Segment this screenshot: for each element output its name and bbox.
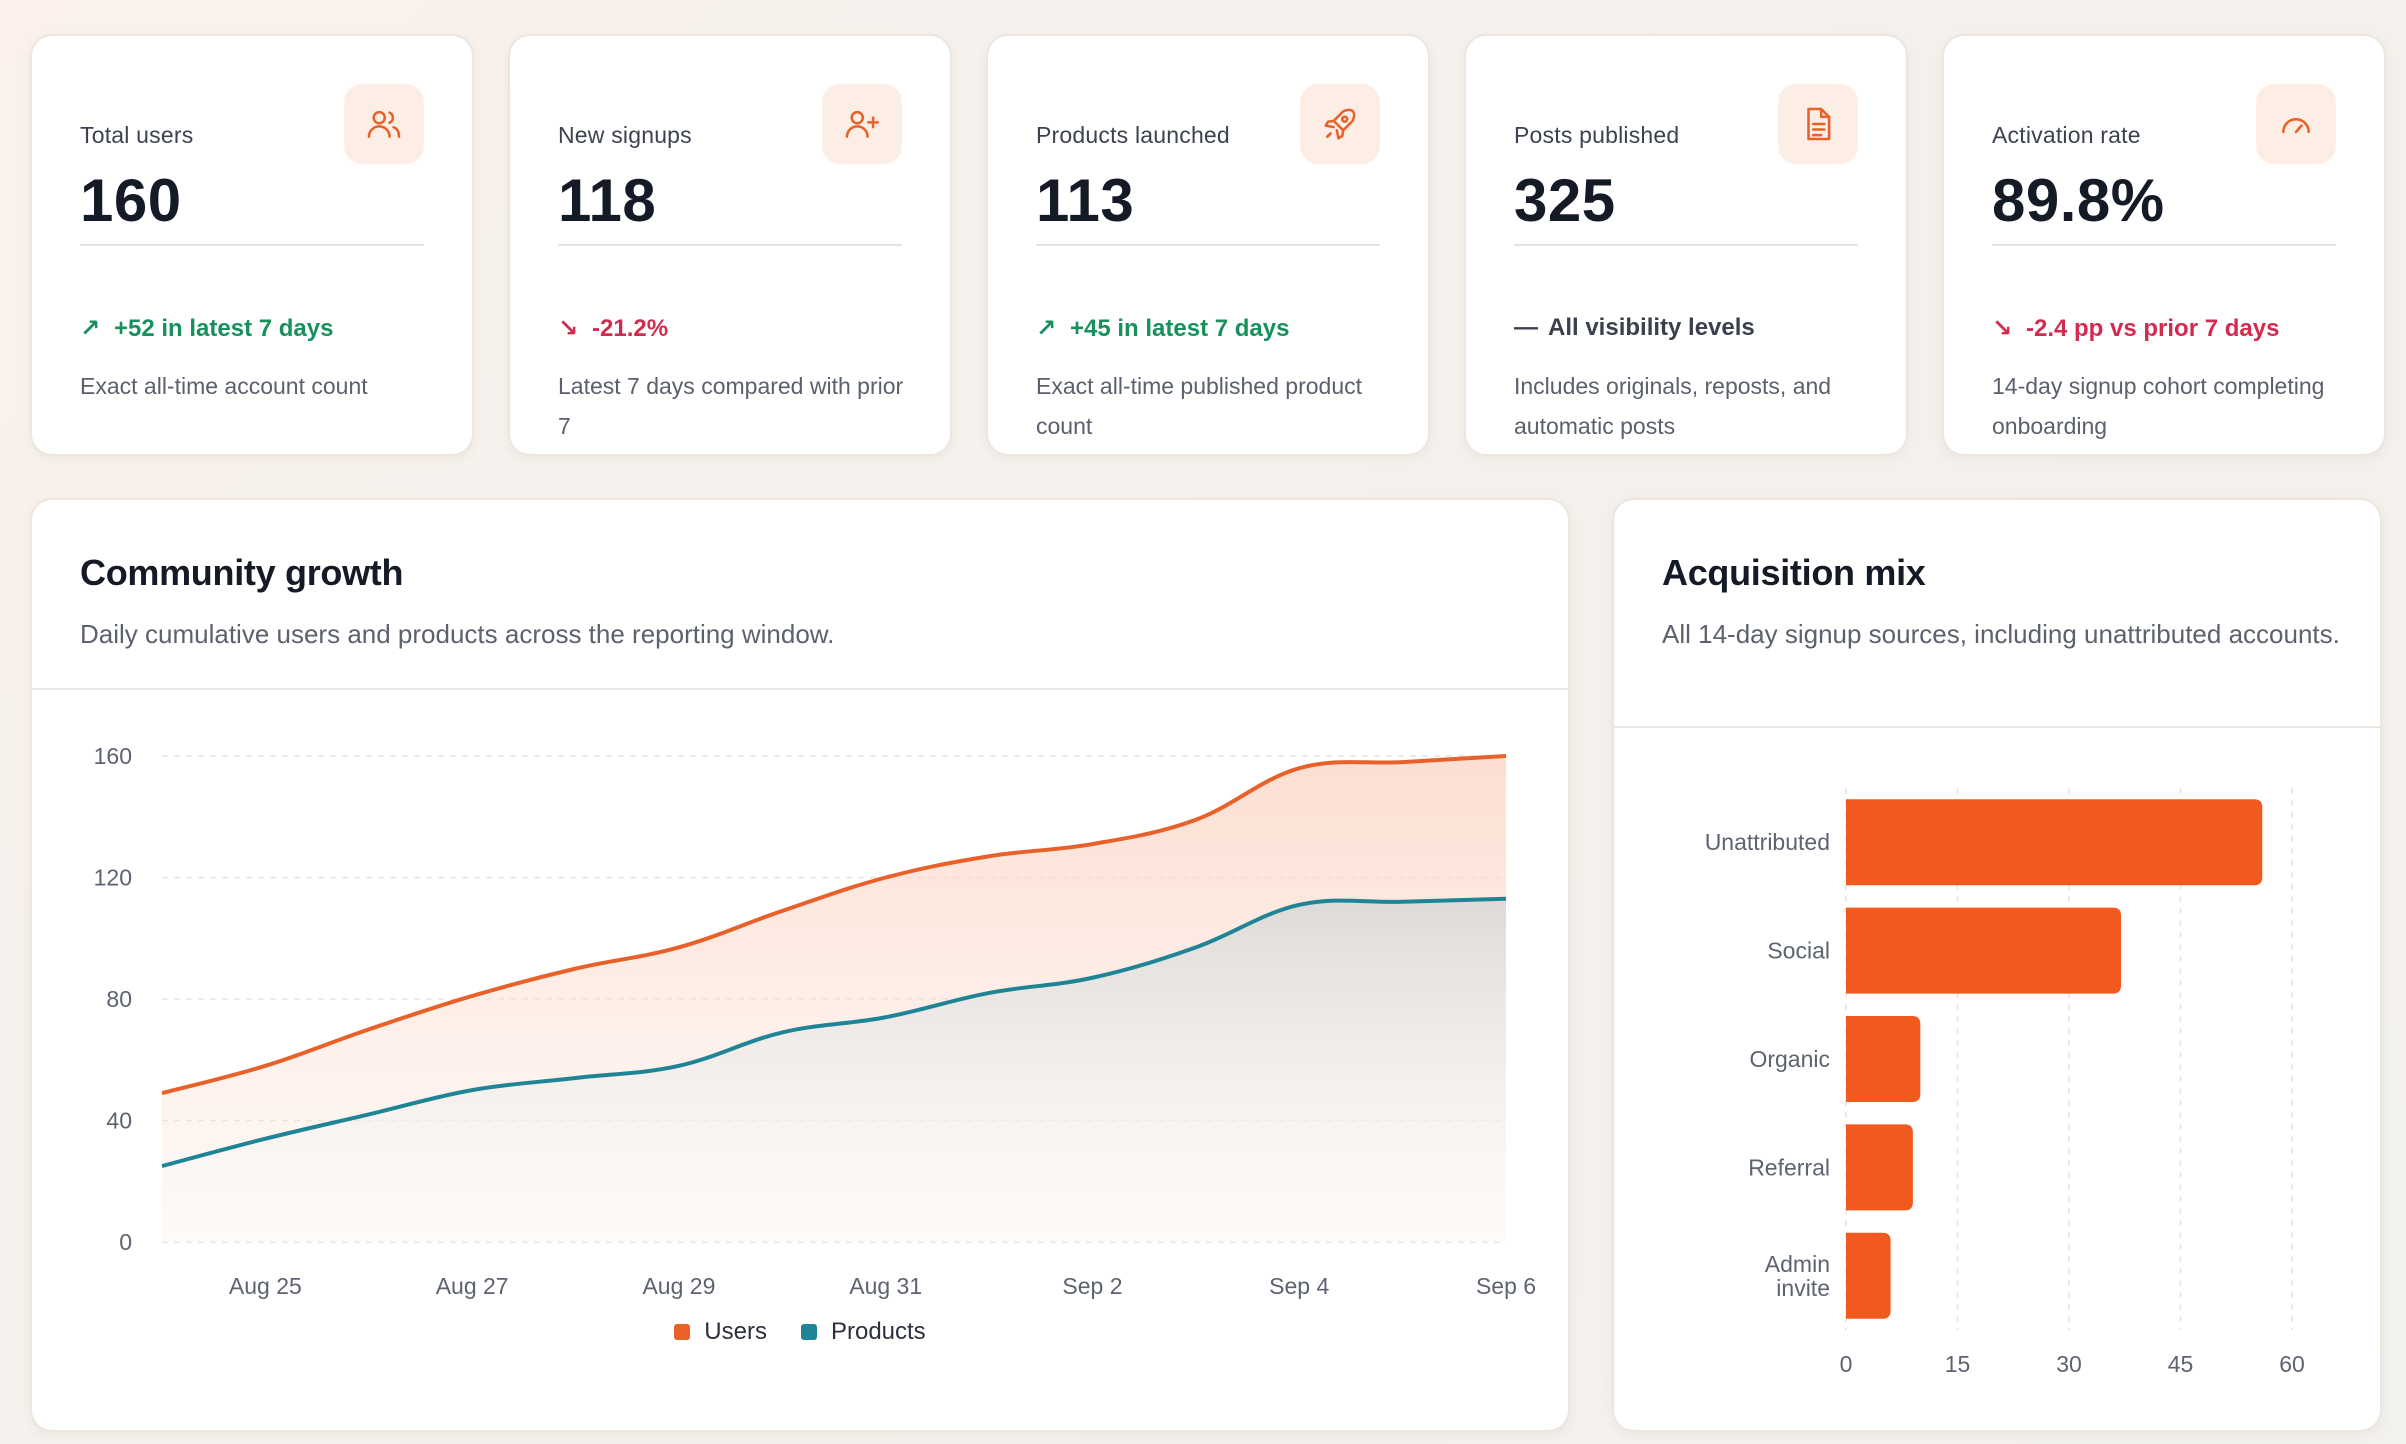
x-tick-label: Sep 2 bbox=[1062, 1273, 1122, 1299]
kpi-delta-text: +52 in latest 7 days bbox=[114, 314, 334, 342]
panel-title: Acquisition mix bbox=[1662, 552, 1926, 593]
x-tick-label: 0 bbox=[1840, 1351, 1853, 1377]
kpi-delta-text: -21.2% bbox=[592, 314, 669, 342]
kpi-card: Activation rate 89.8% ↘ -2.4 pp vs prior… bbox=[1942, 34, 2386, 456]
kpi-divider bbox=[1036, 244, 1380, 246]
kpi-delta-text: +45 in latest 7 days bbox=[1070, 314, 1290, 342]
trend-up-icon: ↗ bbox=[1036, 315, 1057, 342]
kpi-card: New signups 118 ↘ -21.2% Latest 7 days c… bbox=[508, 34, 952, 456]
panel-subtitle: Daily cumulative users and products acro… bbox=[80, 619, 835, 649]
kpi-delta: ↘ -21.2% bbox=[558, 314, 668, 343]
kpi-delta: ↘ -2.4 pp vs prior 7 days bbox=[1992, 314, 2279, 343]
legend-item-users[interactable]: Users bbox=[674, 1318, 767, 1346]
kpi-value: 160 bbox=[80, 167, 182, 234]
bar[interactable] bbox=[1846, 1232, 1891, 1319]
legend-label: Products bbox=[830, 1318, 926, 1345]
kpi-title: Activation rate bbox=[1992, 122, 2141, 148]
user-plus-icon bbox=[822, 84, 902, 164]
products-area bbox=[162, 898, 1506, 1242]
trend-down-icon: ↘ bbox=[1992, 315, 2013, 342]
panel-divider bbox=[32, 688, 1568, 690]
kpi-delta-text: All visibility levels bbox=[1548, 314, 1755, 341]
kpi-card: Posts published 325 — All visibility lev… bbox=[1464, 34, 1908, 456]
growth-chart: 0 40 80 120 160 Aug 25 Aug 27 Aug 29 Aug 31 Sep 2… bbox=[94, 743, 1536, 1299]
x-tick-label: Aug 31 bbox=[849, 1273, 922, 1299]
category-label: Referral bbox=[1748, 1154, 1830, 1180]
y-tick-label: 160 bbox=[94, 743, 132, 769]
kpi-note: 14-day signup cohort completing onboardi… bbox=[1992, 373, 2325, 439]
kpi-title: New signups bbox=[558, 122, 692, 148]
x-tick-label: Sep 6 bbox=[1476, 1273, 1536, 1299]
legend-item-products[interactable]: Products bbox=[800, 1318, 926, 1346]
kpi-delta: ↗ +45 in latest 7 days bbox=[1036, 314, 1289, 343]
trend-down-icon: ↘ bbox=[558, 315, 579, 342]
kpi-delta-text: -2.4 pp vs prior 7 days bbox=[2026, 314, 2280, 342]
kpi-value: 89.8% bbox=[1992, 167, 2165, 234]
products-line[interactable] bbox=[161, 896, 1507, 1168]
bar[interactable] bbox=[1846, 1124, 1913, 1211]
x-tick-label: Sep 4 bbox=[1269, 1273, 1329, 1299]
panel-divider bbox=[1614, 726, 2380, 728]
acquisition-mix-panel: Acquisition mix All 14-day signup source… bbox=[1612, 498, 2382, 1432]
kpi-value: 118 bbox=[558, 167, 657, 234]
kpi-divider bbox=[1992, 244, 2336, 246]
legend-label: Users bbox=[704, 1318, 767, 1345]
y-tick-label: 120 bbox=[94, 865, 132, 891]
y-tick-label: 80 bbox=[106, 986, 132, 1012]
rocket-icon bbox=[1300, 84, 1380, 164]
x-tick-label: 60 bbox=[2279, 1351, 2305, 1377]
kpi-divider bbox=[80, 244, 424, 246]
bar[interactable] bbox=[1846, 907, 2122, 994]
trend-up-icon: ↗ bbox=[80, 315, 101, 342]
chart-legend: Users Products bbox=[32, 1318, 1568, 1346]
document-icon bbox=[1778, 84, 1858, 164]
kpi-delta: ↗ +52 in latest 7 days bbox=[80, 314, 333, 343]
users-line[interactable] bbox=[161, 754, 1507, 1096]
kpi-divider bbox=[558, 244, 902, 246]
bar[interactable] bbox=[1846, 1016, 1921, 1102]
kpi-card: Products launched 113 ↗ +45 in latest 7 … bbox=[986, 34, 1430, 456]
users-icon bbox=[344, 84, 424, 164]
kpi-title: Products launched bbox=[1036, 122, 1230, 148]
bar[interactable] bbox=[1846, 799, 2263, 886]
x-tick-label: 30 bbox=[2056, 1351, 2082, 1377]
kpi-note: Exact all-time account count bbox=[80, 373, 368, 399]
legend-swatch-products bbox=[800, 1324, 817, 1340]
kpi-value: 113 bbox=[1036, 167, 1135, 234]
category-label: Social bbox=[1767, 938, 1830, 964]
panel-subtitle: All 14-day signup sources, including una… bbox=[1662, 619, 2340, 649]
category-label: Admin invite bbox=[1765, 1251, 1830, 1301]
x-tick-label: Aug 29 bbox=[642, 1273, 715, 1299]
legend-swatch-users bbox=[674, 1324, 691, 1340]
kpi-note: Latest 7 days compared with prior 7 bbox=[558, 373, 904, 439]
community-growth-panel: Community growth Daily cumulative users … bbox=[30, 498, 1570, 1432]
x-tick-label: 45 bbox=[2168, 1351, 2194, 1377]
kpi-title: Total users bbox=[80, 122, 194, 148]
gauge-icon bbox=[2256, 84, 2336, 164]
x-tick-label: 15 bbox=[1945, 1351, 1971, 1377]
category-label: Unattributed bbox=[1705, 829, 1830, 855]
kpi-divider bbox=[1514, 244, 1858, 246]
x-tick-label: Aug 25 bbox=[229, 1273, 302, 1299]
kpi-note: Includes originals, reposts, and automat… bbox=[1514, 373, 1832, 439]
y-tick-label: 0 bbox=[119, 1229, 132, 1255]
kpi-card: Total users 160 ↗ +52 in latest 7 days E… bbox=[30, 34, 474, 456]
x-tick-label: Aug 27 bbox=[436, 1273, 509, 1299]
kpi-note: Exact all-time published product count bbox=[1036, 373, 1362, 439]
kpi-delta: — All visibility levels bbox=[1514, 314, 1755, 342]
kpi-title: Posts published bbox=[1514, 122, 1680, 148]
acquisition-chart: 0 15 30 45 60 Unattributed Social Organic Referr… bbox=[1705, 788, 2305, 1377]
category-label: Organic bbox=[1749, 1046, 1830, 1072]
y-tick-label: 40 bbox=[106, 1108, 132, 1134]
kpi-value: 325 bbox=[1514, 167, 1616, 234]
trend-flat-icon: — bbox=[1514, 314, 1538, 341]
panel-title: Community growth bbox=[80, 552, 404, 593]
